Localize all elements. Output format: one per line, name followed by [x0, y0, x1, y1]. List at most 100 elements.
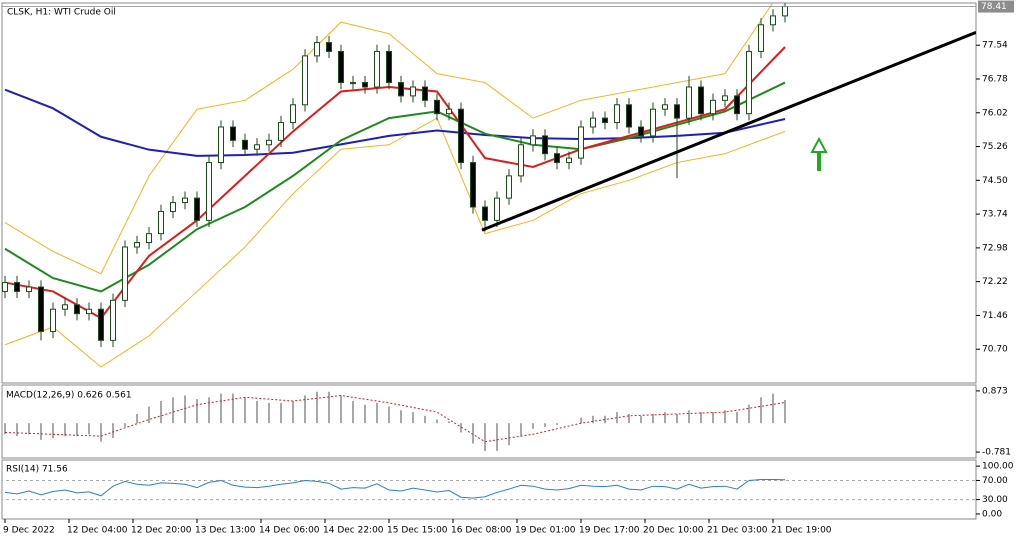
main-panel	[1, 2, 977, 384]
candle-body	[242, 139, 248, 150]
candle-body	[710, 99, 716, 115]
main-plot	[2, 3, 976, 368]
y-tick-label: 74.50	[982, 176, 1008, 186]
signal-line	[4, 394, 786, 443]
last-price-box	[978, 0, 1014, 13]
candle-body	[518, 144, 524, 177]
candle-body	[734, 95, 740, 115]
rsi-title: RSI(14) 71.56	[6, 465, 68, 475]
x-tick-label: 14 Dec 22:00	[323, 526, 384, 536]
candle-body	[134, 242, 140, 248]
candle-body	[50, 308, 56, 332]
candle-body	[62, 304, 68, 310]
candle-body	[26, 286, 32, 292]
macd-title: MACD(12,26,9) 0.626 0.561	[6, 391, 132, 401]
candle-body	[206, 162, 212, 221]
candle-body	[38, 286, 44, 332]
candle-body	[2, 282, 8, 292]
y-tick-label: 70.70	[982, 345, 1008, 355]
y-tick-label: 76.02	[982, 108, 1008, 118]
y-tick-label: 0.873	[982, 386, 1008, 396]
rsi-panel	[1, 459, 977, 520]
x-tick-label: 20 Dec 10:00	[643, 526, 704, 536]
candle-body	[266, 139, 272, 146]
candle-body	[158, 210, 164, 235]
candle-body	[770, 15, 776, 26]
candle-body	[602, 117, 608, 124]
candle-body	[614, 104, 620, 124]
candle-body	[350, 82, 356, 85]
candle-body	[638, 126, 644, 137]
rsi-line	[4, 479, 786, 499]
x-tick-label: 15 Dec 15:00	[387, 526, 448, 536]
candle-body	[302, 55, 308, 106]
candle-body	[590, 117, 596, 128]
x-tick-label: 12 Dec 04:00	[67, 526, 128, 536]
y-tick-label: -0.781	[982, 448, 1011, 458]
up-arrow	[810, 136, 828, 171]
candle-body	[74, 304, 80, 315]
candle-body	[110, 299, 116, 341]
x-tick-label: 21 Dec 19:00	[771, 526, 832, 536]
candle-body	[578, 126, 584, 159]
candle-body	[530, 135, 536, 146]
y-tick-label: 72.98	[982, 243, 1008, 253]
candle-body	[386, 50, 392, 84]
indicator-line	[4, 3, 774, 275]
x-tick-label: 9 Dec 2022	[3, 526, 55, 536]
candle-body	[146, 233, 152, 244]
macd-plot	[4, 391, 786, 451]
candle-body	[326, 42, 332, 52]
candle-body	[458, 108, 464, 164]
y-tick-label: 70.00	[982, 476, 1008, 486]
candle-body	[626, 104, 632, 128]
macd-panel	[1, 384, 977, 459]
candle-body	[566, 157, 572, 164]
indicator-line	[4, 117, 786, 368]
y-tick-label: 73.74	[982, 210, 1008, 220]
x-tick-label: 19 Dec 01:00	[515, 526, 576, 536]
x-tick-label: 19 Dec 17:00	[579, 526, 640, 536]
candle-body	[254, 144, 260, 150]
candle-body	[542, 135, 548, 155]
candle-body	[446, 108, 452, 115]
candle-body	[746, 50, 752, 115]
y-tick-label: 0.00	[982, 509, 1002, 519]
candle-body	[278, 122, 284, 141]
candle-body	[182, 197, 188, 204]
candle-body	[398, 82, 404, 97]
x-tick-label: 16 Dec 08:00	[451, 526, 512, 536]
candle-body	[722, 95, 728, 101]
chart-title: CLSK, H1: WTI Crude Oil	[7, 8, 116, 18]
candle-body	[194, 197, 200, 221]
candle-body	[314, 42, 320, 57]
y-tick-label: 75.26	[982, 142, 1008, 152]
candle-body	[410, 86, 416, 97]
y-tick-label: 76.78	[982, 75, 1008, 85]
candle-body	[686, 86, 692, 119]
candle-body	[14, 282, 20, 292]
y-tick-label: 71.46	[982, 311, 1008, 321]
candle-body	[674, 104, 680, 119]
x-tick-label: 14 Dec 06:00	[259, 526, 320, 536]
candle-body	[362, 82, 368, 88]
candle-body	[506, 175, 512, 199]
candle-body	[782, 6, 788, 17]
candle-body	[482, 206, 488, 221]
candle-body	[290, 104, 296, 124]
indicator-line	[4, 88, 786, 157]
x-tick-label: 12 Dec 20:00	[131, 526, 192, 536]
candle-body	[422, 86, 428, 101]
y-tick-label: 77.54	[982, 41, 1008, 51]
indicator-line	[4, 81, 786, 293]
last-price-label: 78.41	[981, 2, 1007, 12]
candle-body	[434, 99, 440, 115]
candle-body	[98, 308, 104, 341]
candle-body	[698, 86, 704, 115]
candle-body	[758, 24, 764, 52]
candle-body	[338, 50, 344, 84]
x-tick-label: 21 Dec 03:00	[707, 526, 768, 536]
candle-body	[374, 50, 380, 88]
x-tick-label: 13 Dec 13:00	[195, 526, 256, 536]
candle-body	[650, 108, 656, 137]
